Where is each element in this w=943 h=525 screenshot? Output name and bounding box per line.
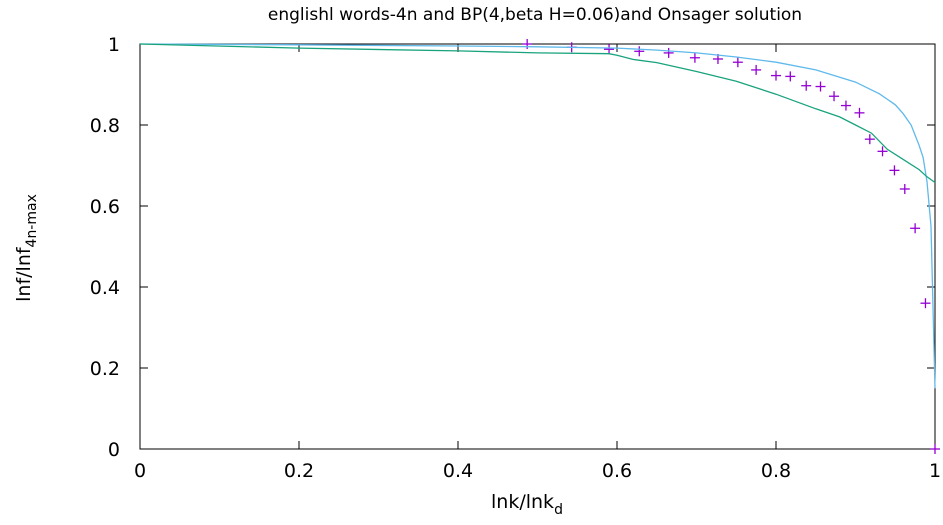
x-tick-label: 0.4 (443, 460, 473, 482)
y-tick-label: 0.8 (90, 115, 120, 137)
chart-title: englishl words-4n and BP(4,beta H=0.06)a… (268, 5, 802, 25)
y-axis-label-main: lnf/lnf (13, 246, 35, 302)
series-layer (139, 39, 940, 454)
data-point-plus (920, 298, 931, 309)
data-point-plus (864, 134, 875, 145)
x-tick-label: 1 (929, 460, 941, 482)
x-axis-label: lnk/lnkd (491, 491, 563, 518)
data-point-plus (785, 71, 796, 82)
data-point-plus (771, 70, 781, 81)
plot-frame (139, 43, 936, 450)
x-tick-label: 0.6 (602, 460, 632, 482)
data-point-plus (689, 52, 700, 63)
y-tick-label: 0.6 (90, 196, 120, 218)
data-point-plus (829, 91, 840, 102)
data-point-plus (732, 57, 743, 68)
y-tick-label: 0.4 (90, 277, 120, 299)
data-point-plus (751, 64, 762, 75)
series-line-2 (139, 43, 936, 389)
x-axis-label-main: lnk/lnk (491, 491, 554, 513)
y-axis-label: lnf/lnf4n-max (13, 194, 40, 302)
data-point-plus (634, 46, 645, 57)
data-point-plus (840, 100, 851, 111)
series-line-3 (139, 43, 936, 184)
y-tick-label: 1 (108, 34, 120, 56)
data-point-plus (663, 47, 674, 58)
data-point-plus (877, 146, 888, 157)
y-tick-label: 0.2 (90, 358, 120, 380)
y-axis-ticks: 0 0.2 0.4 0.6 0.8 1 (90, 34, 935, 461)
data-point-plus (522, 39, 533, 49)
x-tick-label: 0.8 (761, 460, 791, 482)
y-axis-label-sub: 4n-max (24, 194, 40, 247)
data-point-plus (854, 107, 865, 118)
data-point-plus (889, 165, 900, 176)
data-point-plus (815, 81, 826, 92)
data-point-plus (910, 223, 921, 234)
y-tick-label: 0 (108, 439, 120, 461)
data-point-plus (604, 44, 615, 55)
data-point-plus (899, 183, 910, 194)
x-axis-label-sub: d (554, 502, 563, 518)
x-tick-label: 0 (134, 460, 146, 482)
x-tick-label: 0.2 (284, 460, 314, 482)
data-point-plus (801, 80, 812, 91)
data-point-plus (930, 444, 940, 454)
